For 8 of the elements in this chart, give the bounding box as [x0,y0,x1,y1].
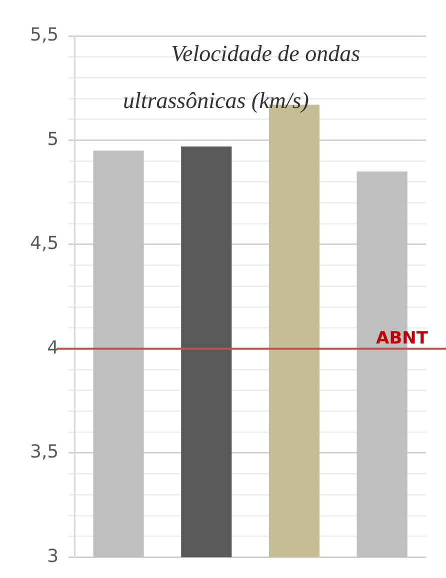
y-tick-label: 5,5 [30,24,59,46]
y-tick-label: 4 [47,337,59,358]
y-tick-label: 5 [47,128,59,150]
y-tick-label: 3 [47,546,59,567]
y-tick-label: 3,5 [30,442,59,463]
y-tick-label: 4,5 [30,233,59,254]
text: Velocidade de ondas ultrassônicas (km/s) [123,40,362,115]
ref-line-label: ABNT [376,328,428,349]
